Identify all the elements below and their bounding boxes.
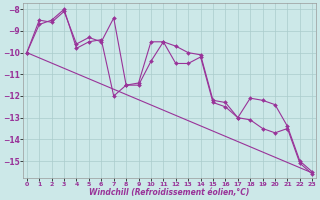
X-axis label: Windchill (Refroidissement éolien,°C): Windchill (Refroidissement éolien,°C) <box>89 188 250 197</box>
